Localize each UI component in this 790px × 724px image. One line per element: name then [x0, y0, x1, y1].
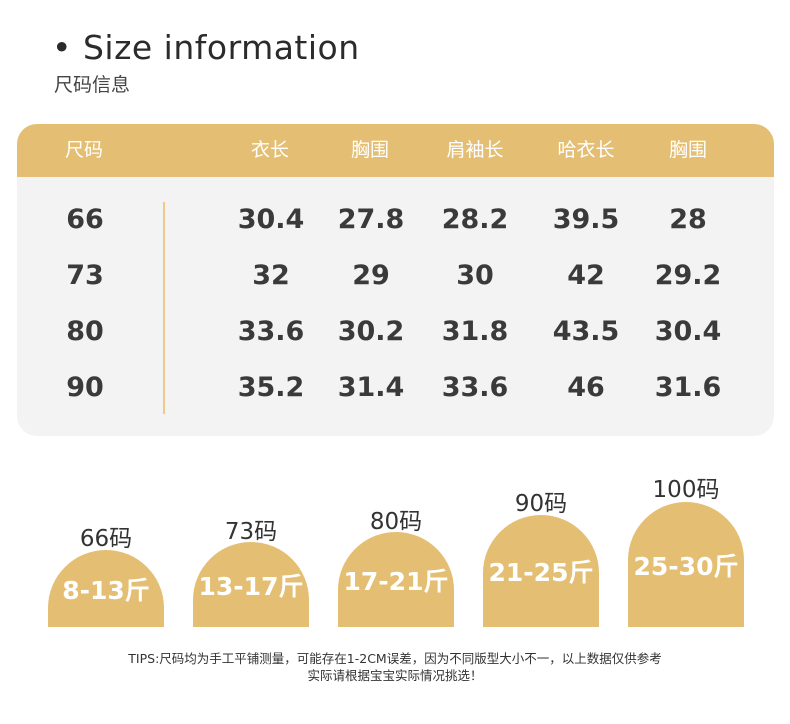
- table-cell: 73: [66, 260, 104, 291]
- header-garment-length: 衣长: [250, 139, 289, 161]
- table-cell: 31.4: [337, 372, 405, 403]
- table-cell: 29: [352, 260, 390, 291]
- weight-text: 17-21斤: [343, 566, 449, 596]
- header-romper-length: 哈衣长: [557, 139, 615, 161]
- weight-chip-80: 17-21斤: [338, 532, 454, 627]
- table-cell: 30: [456, 260, 494, 291]
- table-cell: 28.2: [441, 204, 509, 235]
- table-cell: 30.4: [237, 204, 305, 235]
- table-cell: 90: [66, 372, 104, 403]
- size-label-100: 100码: [652, 477, 720, 503]
- table-cell: 66: [66, 204, 104, 235]
- table-cell: 35.2: [237, 372, 305, 403]
- weight-text: 21-25斤: [488, 558, 594, 587]
- weight-text: 8-13斤: [62, 575, 150, 605]
- size-label-80: 80码: [369, 509, 423, 535]
- table-cell: 42: [567, 260, 605, 291]
- page-subtitle: 尺码信息: [54, 74, 131, 96]
- size-label-66: 66码: [79, 526, 133, 552]
- size-table: 尺码 衣长 胸围 肩袖长 哈衣长 胸围 66 30.4 27.8 28.2 39…: [17, 124, 774, 436]
- table-cell: 39.5: [552, 204, 620, 235]
- tips-line-1: TIPS:尺码均为手工平铺测量，可能存在1-2CM误差，因为不同版型大小不一，以…: [128, 651, 662, 666]
- table-cell: 31.6: [654, 372, 722, 403]
- weight-chip-90: 21-25斤: [483, 515, 599, 627]
- weight-text: 25-30斤: [633, 551, 739, 581]
- header-size: 尺码: [64, 139, 103, 161]
- table-cell: 33.6: [237, 316, 305, 347]
- table-cell: 30.2: [337, 316, 405, 347]
- table-cell: 80: [66, 316, 104, 347]
- table-cell: 31.8: [441, 316, 509, 347]
- table-cell: 33.6: [441, 372, 509, 403]
- size-label-73: 73码: [224, 519, 278, 545]
- table-cell: 29.2: [654, 260, 722, 291]
- weight-chip-66: 8-13斤: [48, 550, 164, 627]
- table-cell: 46: [567, 372, 605, 403]
- table-cell: 32: [252, 260, 290, 291]
- column-divider: [163, 202, 165, 414]
- header-shoulder-sleeve: 肩袖长: [446, 139, 504, 161]
- header-romper-chest: 胸围: [668, 139, 707, 161]
- header-chest: 胸围: [350, 139, 389, 161]
- weight-text: 13-17斤: [198, 571, 304, 601]
- tips-line-2: 实际请根据宝宝实际情况挑选！: [307, 668, 483, 683]
- weight-chip-73: 13-17斤: [193, 542, 309, 627]
- table-cell: 28: [669, 204, 707, 235]
- page-title: • Size information: [52, 28, 360, 67]
- weight-chip-100: 25-30斤: [628, 502, 744, 627]
- table-cell: 27.8: [337, 204, 405, 235]
- size-label-90: 90码: [514, 491, 568, 517]
- table-cell: 43.5: [552, 316, 620, 347]
- table-cell: 30.4: [654, 316, 722, 347]
- table-header: 尺码 衣长 胸围 肩袖长 哈衣长 胸围: [17, 124, 774, 177]
